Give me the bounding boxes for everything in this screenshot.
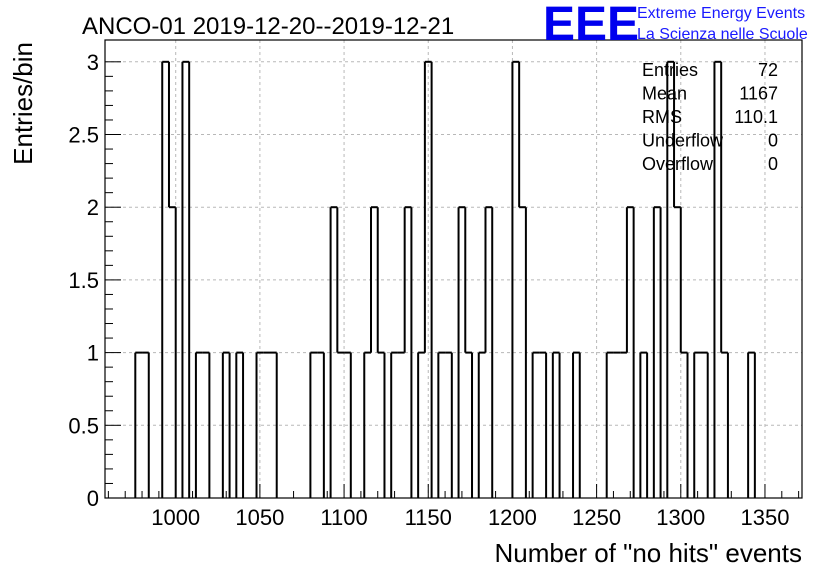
- eee-logo-mark: EEE: [543, 0, 639, 51]
- stats-label: Overflow: [642, 154, 714, 174]
- x-tick-label: 1350: [740, 505, 789, 530]
- x-tick-label: 1150: [405, 505, 452, 530]
- y-tick-label: 3: [87, 50, 99, 75]
- y-tick-label: 1.5: [68, 268, 99, 293]
- plot-frame: [104, 39, 803, 499]
- stats-label: RMS: [642, 107, 682, 127]
- stats-value: 0: [768, 154, 778, 174]
- stats-label: Entries: [642, 60, 698, 80]
- logo-line-2: La Scienza nelle Scuole: [637, 26, 808, 43]
- x-tick-label: 1250: [572, 505, 621, 530]
- x-tick-label: 1050: [235, 505, 284, 530]
- histogram-bins: [134, 60, 756, 498]
- y-axis-label: Entries/bin: [8, 42, 38, 165]
- chart-title: ANCO-01 2019-12-20--2019-12-21: [82, 13, 454, 40]
- stats-label: Underflow: [642, 131, 724, 151]
- stats-value: 1167: [739, 84, 778, 104]
- y-tick-label: 0.5: [68, 413, 99, 438]
- y-tick-label: 2: [87, 195, 99, 220]
- x-tick-label: 1000: [151, 505, 200, 530]
- x-tick-label: 1300: [656, 505, 705, 530]
- x-tick-label: 1100: [320, 505, 367, 530]
- x-axis: 1000 1050 1100 1150 1200 1250 1300 1350: [107, 484, 800, 530]
- y-tick-label: 1: [87, 341, 99, 366]
- eee-logo: EEE Extreme Energy Events La Scienza nel…: [543, 0, 808, 51]
- stats-value: 110.1: [734, 107, 778, 127]
- logo-line-1: Extreme Energy Events: [637, 5, 805, 22]
- x-tick-label: 1200: [488, 505, 537, 530]
- y-axis: 0 0.5 1 1.5 2 2.5 3: [68, 50, 121, 511]
- stats-label: Mean: [642, 84, 687, 104]
- stats-value: 72: [758, 60, 778, 80]
- stats-box: Entries 72 Mean 1167 RMS 110.1 Underflow 0 Overf…: [642, 60, 778, 174]
- stats-value: 0: [768, 131, 778, 151]
- y-tick-label: 0: [87, 486, 99, 511]
- x-axis-label: Number of "no hits" events: [495, 538, 803, 568]
- y-tick-label: 2.5: [68, 123, 99, 148]
